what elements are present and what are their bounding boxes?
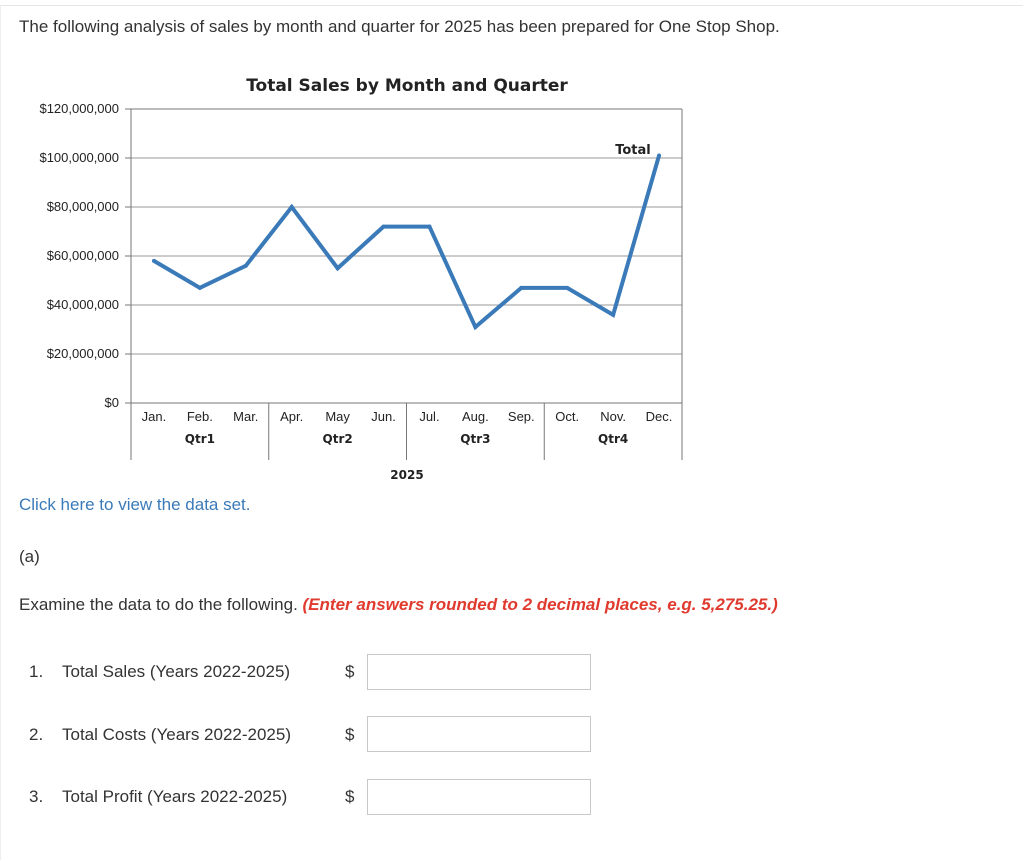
data-point [427,224,432,229]
question-total-profit: 3. Total Profit (Years 2022-2025) [29,787,287,807]
y-tick-label: $80,000,000 [47,199,119,214]
total-sales-input[interactable] [367,654,591,690]
chart-title: Total Sales by Month and Quarter [246,76,568,96]
question-label: Total Profit (Years 2022-2025) [62,787,288,806]
view-data-set-link[interactable]: Click here to view the data set. [19,495,251,514]
series-line [151,153,662,331]
data-point [243,263,248,268]
quarter-label: Qtr2 [323,432,353,446]
data-point [289,205,294,209]
y-tick-label: $0 [105,395,119,410]
currency-symbol: $ [345,725,355,744]
x-tick-label: Feb. [187,409,213,424]
x-axis-ticks: Jan. Feb. Mar. Apr. May Jun. Jul. Aug. Sep. Oct. N… [142,403,673,460]
x-tick-label: Jul. [419,409,439,424]
data-point [151,258,156,263]
quarter-label: Qtr1 [185,432,215,446]
part-label: (a) [19,547,40,566]
quarter-label: Qtr3 [460,432,490,446]
total-profit-input[interactable] [367,779,591,815]
data-point [381,224,386,229]
quarter-label: Qtr4 [598,432,628,446]
y-tick-label: $20,000,000 [47,346,119,361]
question-total-costs: 2. Total Costs (Years 2022-2025) [29,725,291,745]
x-tick-label: Jun. [371,409,396,424]
sales-line-chart: Total Sales by Month and Quarter $0 $20,0… [39,76,683,482]
question-number: 2. [29,725,44,744]
y-tick-label: $100,000,000 [39,150,119,165]
x-tick-label: Aug. [462,409,489,424]
question-number: 1. [29,662,44,681]
question-label: Total Costs (Years 2022-2025) [62,725,292,744]
data-point [657,153,662,158]
total-costs-input[interactable] [367,716,591,752]
x-tick-label: Nov. [600,409,626,424]
question-total-sales: 1. Total Sales (Years 2022-2025) [29,662,290,682]
x-tick-label: Oct. [555,409,579,424]
instruction-text: Examine the data to do the following. [19,595,298,614]
data-point [335,266,340,271]
instruction-note: (Enter answers rounded to 2 decimal plac… [302,595,778,614]
data-point [519,285,524,290]
data-point [611,312,616,317]
x-tick-label: Apr. [280,409,303,424]
x-axis-title: 2025 [390,468,423,482]
data-point [197,285,202,290]
y-tick-label: $40,000,000 [47,297,119,312]
data-point [565,285,570,290]
data-point [473,325,478,330]
total-annotation: Total [615,143,651,158]
content-frame [0,5,1023,860]
y-tick-label: $60,000,000 [47,248,119,263]
question-label: Total Sales (Years 2022-2025) [62,662,291,681]
y-tick-label: $120,000,000 [39,101,119,116]
x-tick-label: Jan. [142,409,167,424]
y-axis-ticks: $0 $20,000,000 $40,000,000 $60,000,000 $80,0… [39,101,131,410]
x-tick-label: Mar. [233,409,258,424]
sales-series-line [152,154,661,331]
question-number: 3. [29,787,44,806]
x-tick-label: Sep. [508,409,535,424]
currency-symbol: $ [345,787,355,806]
intro-text: The following analysis of sales by month… [19,17,780,36]
instructions: Examine the data to do the following. (E… [19,595,778,615]
currency-symbol: $ [345,662,355,681]
x-tick-label: Dec. [646,409,673,424]
x-tick-label: May [325,409,350,424]
gridlines [131,157,682,355]
